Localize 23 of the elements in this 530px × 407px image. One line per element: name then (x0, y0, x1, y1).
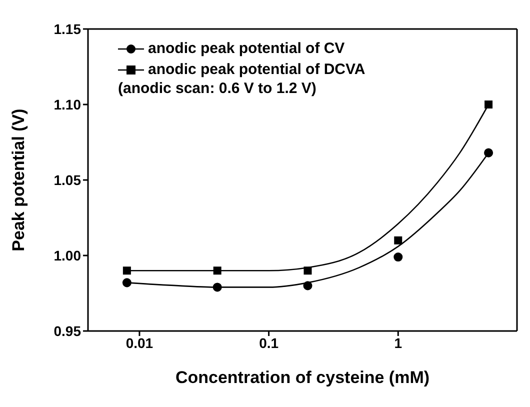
point (304, 266, 312, 275)
point (122, 278, 132, 288)
y-tick-label: 1.10 (54, 96, 82, 112)
point (484, 100, 493, 108)
x-axis-title: Concentration of cysteine (mM) (175, 368, 430, 387)
point (394, 252, 403, 262)
x-tick-label: 1 (394, 334, 402, 351)
point (303, 281, 312, 290)
point (122, 266, 131, 275)
legend-label: anodic peak potential of DCVA (148, 60, 366, 80)
point (484, 148, 494, 158)
legend-label: anodic peak potential of CV (148, 39, 345, 59)
x-tick-label: 0.01 (126, 334, 154, 351)
point (394, 236, 402, 244)
y-tick-label: 1.00 (54, 247, 82, 264)
y-tick-label: 0.95 (54, 322, 82, 339)
y-tick-label: 1.15 (54, 20, 82, 37)
point (213, 266, 222, 275)
annotation: (anodic scan: 0.6 V to 1.2 V) (118, 80, 316, 97)
point (212, 282, 222, 292)
y-axis-title: Peak potential (V) (9, 108, 28, 252)
x-tick-label: 0.1 (259, 334, 279, 351)
y-tick-label: 1.05 (54, 172, 82, 188)
